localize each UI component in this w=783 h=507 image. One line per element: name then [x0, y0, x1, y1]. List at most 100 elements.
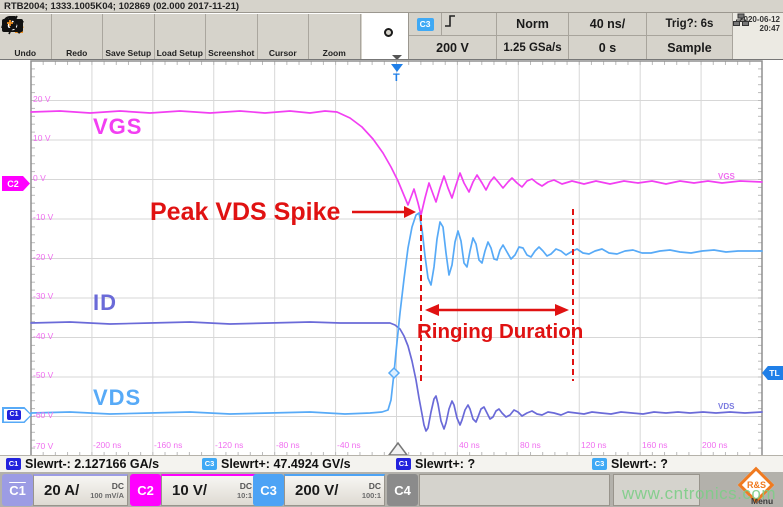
- x-axis-label: -80 ns: [276, 440, 300, 450]
- trace-label-vds: VDS: [93, 385, 142, 410]
- trigger-level-cell[interactable]: 200 V: [409, 36, 497, 59]
- horizontal-position-cell[interactable]: 0 s: [569, 36, 647, 59]
- trigger-status-bar: C3 Norm 40 ns/ Trig?: 6s 2020-06-12 20:4…: [408, 13, 783, 59]
- x-axis-label: -120 ns: [215, 440, 244, 450]
- y-axis-label: -10 V: [33, 212, 54, 222]
- probe-label: 100:1: [361, 490, 381, 500]
- sample-rate: 1.25 GSa/s: [503, 41, 562, 54]
- trigger-mode-cell[interactable]: Norm: [497, 13, 569, 36]
- timebase-cell[interactable]: 40 ns/: [569, 13, 647, 36]
- toolbar-button-label: Cursor: [268, 48, 297, 58]
- channel-panel-c2[interactable]: 10 V/DC 10:1: [161, 474, 256, 506]
- x-axis-label: 120 ns: [581, 440, 607, 450]
- sample-rate-cell: 1.25 GSa/s: [497, 36, 569, 59]
- watermark: www.cntronics.com: [622, 484, 776, 503]
- channel-chip-c1: C1: [396, 458, 411, 470]
- channel-panel-empty-2: [613, 474, 700, 506]
- trace-vgs: [30, 110, 763, 216]
- coupling-label: DC: [111, 480, 124, 491]
- trigger-position-marker[interactable]: [391, 64, 403, 72]
- channel-button-c3[interactable]: C3: [253, 474, 284, 506]
- channel-scale: 200 V/: [295, 482, 339, 499]
- ringing-arrow-head-right: [555, 304, 569, 316]
- y-axis-label: 20 V: [33, 93, 51, 104]
- toolbar-button-zoom[interactable]: Zoom: [3, 14, 361, 59]
- coupling-label: DC: [239, 480, 252, 491]
- toolbar-button-redo[interactable]: Redo: [3, 14, 103, 59]
- trigger-point-diamond: [387, 366, 401, 380]
- record-indicator[interactable]: [384, 28, 393, 37]
- trigger-level: 200 V: [436, 40, 469, 55]
- measurement-label: Slewrt-: ?: [611, 457, 668, 471]
- c2-level-tag[interactable]: C2: [2, 176, 30, 191]
- toolbar-button-label: Load Setup: [156, 48, 203, 58]
- toolbar-button-label: Redo: [66, 48, 88, 58]
- channel-panel-c3[interactable]: 200 V/DC 100:1: [284, 474, 385, 506]
- channel-panel-c1[interactable]: 20 A/DC 100 mV/A: [33, 474, 128, 506]
- toolbar-button-label: Screenshot: [208, 48, 255, 58]
- trace-label-vgs: VGS: [93, 114, 143, 139]
- y-axis-label: 10 V: [33, 133, 51, 143]
- toolbar-button-load-setup[interactable]: ⚙Load Setup: [1, 14, 206, 59]
- trigger-level-tag[interactable]: TL: [762, 366, 783, 380]
- x-axis-label: -40 ns: [337, 440, 361, 450]
- toolbar-button-save-setup[interactable]: ⚙Save Setup: [1, 14, 155, 59]
- channel-chip-c3: C3: [202, 458, 217, 470]
- annotation-peak-vds-spike: Peak VDS Spike: [150, 198, 341, 226]
- toolbar-button-screenshot[interactable]: Screenshot: [2, 14, 258, 59]
- measurement-2[interactable]: C3 Slewrt+: 47.4924 GV/s: [202, 457, 351, 471]
- channel-button-c2[interactable]: C2: [130, 474, 161, 506]
- acquisition-cell[interactable]: Sample: [647, 36, 733, 59]
- channel-scale: 20 A/: [44, 482, 80, 499]
- peak-arrow-head: [404, 206, 416, 218]
- measurement-label: Slewrt+: ?: [415, 457, 476, 471]
- y-axis-label: -30 V: [33, 291, 54, 301]
- status-date: 2020-06-12: [739, 15, 780, 24]
- toolbar-button-cursor[interactable]: Cursor: [1, 14, 309, 59]
- horizontal-position: 0 s: [598, 40, 617, 55]
- measurement-1[interactable]: C1 Slewrt-: 2.127166 GA/s: [6, 457, 159, 471]
- trigger-position-triangle[interactable]: [387, 441, 409, 456]
- rs-logo[interactable]: R&S Menu: [737, 466, 777, 506]
- x-axis-label: 160 ns: [642, 440, 668, 450]
- rs-logo-text: R&S: [747, 480, 767, 490]
- y-axis-label: -50 V: [33, 370, 54, 380]
- channel-coupling-probe: DC 100:1: [361, 481, 381, 500]
- trace-vds: [30, 212, 763, 415]
- measurement-3[interactable]: C1 Slewrt+: ?: [396, 457, 475, 471]
- trigger-state-cell[interactable]: Trig?: 6s: [647, 13, 733, 36]
- x-axis-label: -200 ns: [93, 440, 122, 450]
- trigger-state: Trig?: 6s: [665, 18, 714, 30]
- trace-id: [30, 321, 763, 432]
- toolbar: Undo Redo⚙Save Setup⚙Load SetupScreenshot…: [0, 14, 362, 59]
- edge-label-vgs: VGS: [718, 172, 735, 181]
- waveform-canvas: [30, 60, 763, 456]
- acquisition-mode: Sample: [667, 40, 712, 55]
- channel-scale: 10 V/: [172, 482, 208, 499]
- y-axis-label: -70 V: [33, 441, 54, 451]
- x-axis-label: 40 ns: [459, 440, 480, 450]
- trigger-slope-cell[interactable]: [442, 13, 497, 36]
- toolbar-button-label: Save Setup: [105, 48, 152, 58]
- x-axis-label: 80 ns: [520, 440, 541, 450]
- trigger-position-letter: T: [393, 72, 400, 84]
- measurement-label: Slewrt+: 47.4924 GV/s: [221, 457, 351, 471]
- annotation-ringing-duration: Ringing Duration: [417, 320, 584, 343]
- network-icon[interactable]: [733, 13, 749, 26]
- channel-chip-c1: C1: [6, 458, 21, 470]
- window-title: RTB2004; 1333.1005K04; 102869 (02.000 20…: [4, 1, 240, 12]
- datetime-cell: 2020-06-12 20:47: [733, 13, 783, 59]
- channel-button-c4[interactable]: C4: [387, 474, 418, 506]
- channel-panel-empty-1: [419, 474, 610, 506]
- toolbar-button-label: Undo: [14, 48, 37, 58]
- caret-down-icon[interactable]: [392, 55, 402, 60]
- c1-level-tag[interactable]: C1: [2, 407, 32, 423]
- measurement-4[interactable]: C3 Slewrt-: ?: [592, 457, 668, 471]
- rising-edge-icon: [445, 15, 455, 27]
- titlebar: RTB2004; 1333.1005K04; 102869 (02.000 20…: [0, 0, 783, 13]
- probe-label: 100 mV/A: [90, 490, 124, 500]
- y-axis-label: -60 V: [33, 409, 54, 420]
- channel-button-c1[interactable]: C1: [2, 474, 33, 506]
- trigger-source-cell[interactable]: C3: [409, 13, 442, 36]
